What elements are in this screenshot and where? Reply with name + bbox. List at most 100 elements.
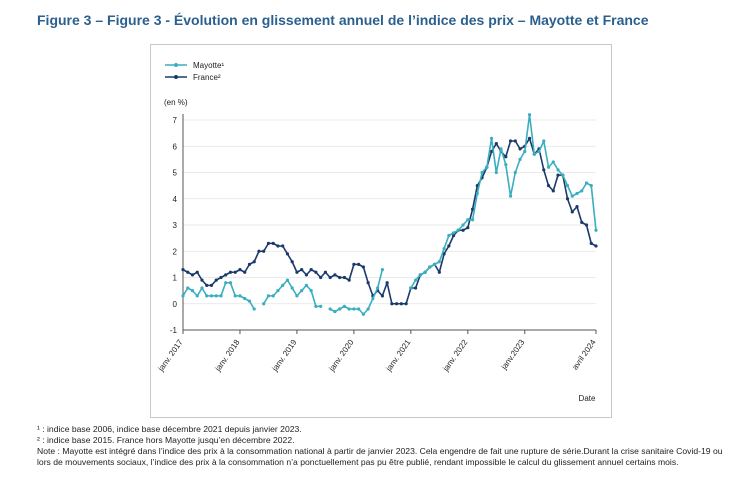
x-tick-label: avril 2024 (570, 338, 598, 372)
france-point (556, 173, 560, 177)
mayotte-point (414, 278, 418, 282)
mayotte-point (565, 184, 570, 188)
france-point (238, 268, 242, 272)
mayotte-point (181, 294, 185, 298)
mayotte-point (570, 194, 574, 198)
mayotte-point (489, 136, 494, 140)
gridlines (182, 114, 596, 331)
mayotte-point (504, 163, 508, 167)
y-tick-label: 0 (173, 300, 178, 309)
mayotte-point (409, 286, 413, 290)
mayotte-point (494, 170, 498, 175)
mayotte-point (186, 286, 190, 290)
x-axis-title: Date (579, 394, 596, 403)
mayotte-point (233, 294, 237, 298)
mayotte-point (195, 294, 199, 298)
france-point (228, 270, 233, 274)
mayotte-point (461, 223, 465, 227)
legend-label-france: France² (193, 73, 221, 82)
line-chart: Mayotte¹ France² (en %) -1 0 1 2 3 4 5 6 7 janv. … (156, 61, 598, 403)
france-point (366, 281, 370, 285)
mayotte-point (271, 294, 275, 298)
figure-title: Figure 3 – Figure 3 - Évolution en gliss… (37, 12, 649, 28)
y-axis-ticks: -1 0 1 2 3 4 5 6 7 (170, 116, 178, 335)
mayotte-point (561, 173, 565, 177)
y-tick-label: 3 (173, 221, 178, 230)
mayotte-point (209, 294, 214, 298)
mayotte-point (475, 191, 479, 196)
mayotte-point (224, 281, 228, 285)
mayotte-point (542, 139, 546, 143)
mayotte-point (527, 113, 532, 117)
france-line (182, 137, 597, 305)
france-point (380, 294, 384, 298)
mayotte-point (480, 170, 484, 175)
y-tick-label: 5 (173, 169, 178, 178)
france-point (323, 270, 328, 274)
france-point (352, 262, 356, 266)
france-point (219, 275, 223, 280)
mayotte-point (300, 289, 304, 293)
france-point (209, 283, 214, 287)
france-point (489, 149, 494, 154)
france-point (565, 197, 570, 201)
france-point (404, 302, 408, 306)
mayotte-point (523, 149, 527, 154)
mayotte-point (551, 160, 555, 164)
france-point (551, 189, 555, 193)
france-point (243, 270, 247, 274)
y-tick-label: 7 (173, 116, 178, 125)
france-point (247, 262, 252, 266)
legend-marker-france (174, 75, 178, 79)
france-point (276, 244, 280, 248)
france-point (504, 155, 508, 159)
y-axis-unit: (en %) (164, 98, 188, 107)
mayotte-point (366, 307, 370, 311)
mayotte-point (432, 262, 437, 266)
france-point (542, 168, 546, 172)
france-point (589, 241, 593, 245)
mayotte-point (594, 228, 598, 232)
mayotte-point (499, 147, 503, 151)
x-tick-label: janv. 2019 (270, 338, 299, 374)
france-point (181, 268, 185, 272)
france-point (385, 281, 389, 285)
mayotte-line (182, 281, 255, 310)
mayotte-point (466, 218, 470, 222)
legend: Mayotte¹ France² (165, 61, 224, 82)
mayotte-point (276, 289, 280, 293)
mayotte-point (266, 294, 271, 298)
france-point (214, 278, 218, 282)
france-point (527, 136, 532, 140)
france-point (584, 223, 589, 227)
mayotte-point (347, 307, 351, 311)
mayotte-point (342, 304, 347, 308)
mayotte-point (243, 296, 247, 301)
france-point (271, 241, 275, 245)
mayotte-point (575, 191, 579, 196)
france-point (390, 302, 394, 306)
mayotte-point (281, 283, 285, 287)
france-point (437, 270, 441, 274)
france-point (319, 275, 323, 280)
x-tick-label: janv. 2021 (384, 338, 413, 374)
mayotte-point (285, 278, 290, 282)
mayotte-point (328, 307, 332, 311)
france-point (580, 220, 584, 224)
france-series (181, 136, 598, 306)
y-tick-label: -1 (170, 326, 178, 335)
france-point (414, 286, 418, 290)
y-tick-label: 2 (173, 247, 178, 256)
france-point (304, 273, 309, 277)
france-point (357, 262, 361, 266)
france-point (195, 270, 199, 274)
note-mayotte-base: ¹ : indice base 2006, indice base décemb… (37, 424, 302, 434)
legend-label-mayotte: Mayotte¹ (193, 61, 224, 70)
mayotte-point (352, 307, 356, 311)
mayotte-point (295, 294, 299, 298)
mayotte-point (584, 181, 589, 185)
y-tick-label: 4 (173, 195, 178, 204)
mayotte-point (513, 170, 517, 175)
france-point (281, 244, 285, 248)
mayotte-point (309, 289, 313, 293)
